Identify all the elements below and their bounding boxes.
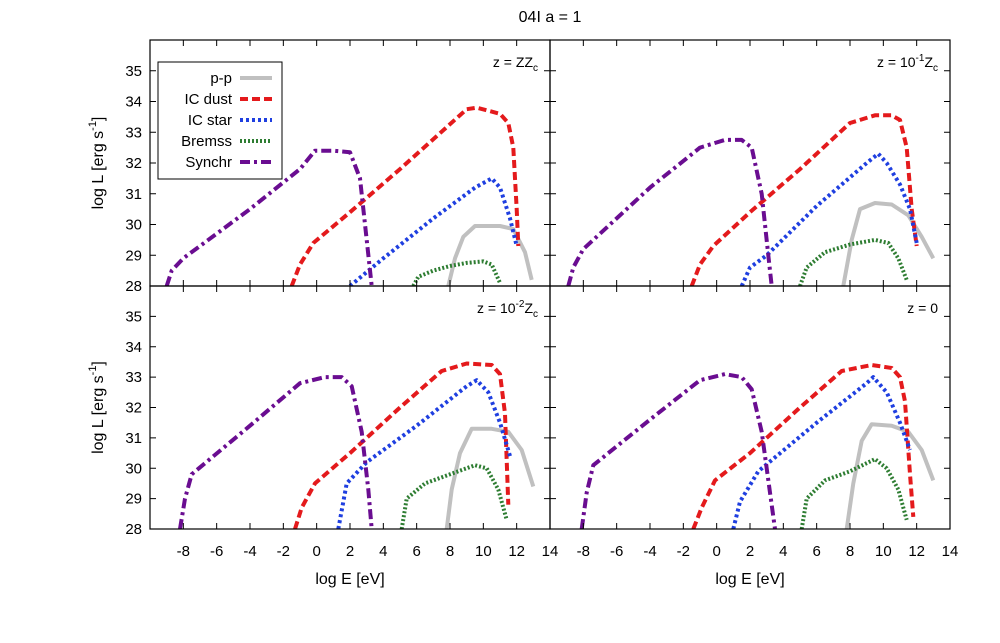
x-tick-label: 2 <box>746 543 754 560</box>
legend-label-bremss: Bremss <box>181 133 232 150</box>
x-tick-label: 12 <box>508 543 525 560</box>
series-line-p-p <box>444 426 536 529</box>
series-line-p-p <box>446 224 534 286</box>
series-line-bremss <box>799 457 909 529</box>
panel-top-right: z = 10-1Zc <box>549 39 951 287</box>
legend-label-ic-dust: IC dust <box>184 91 232 108</box>
series-line-ic-dust <box>689 113 919 286</box>
x-tick-label: 0 <box>712 543 720 560</box>
y-tick-label: 35 <box>125 308 142 325</box>
panel-annotation: z = 10-1Zc <box>877 53 938 74</box>
series-line-synchr <box>178 375 374 529</box>
plot-frame <box>549 285 951 530</box>
x-tick-label: -4 <box>243 543 256 560</box>
y-tick-label: 29 <box>125 247 142 264</box>
panel-annotation: z = 0 <box>907 300 938 316</box>
series-line-p-p <box>841 201 936 286</box>
x-tick-label: 10 <box>475 543 492 560</box>
x-tick-label: 12 <box>908 543 925 560</box>
x-tick-label: 6 <box>812 543 820 560</box>
series-line-ic-star <box>348 176 519 286</box>
panel-annotation: z = 10-2Zc <box>477 299 538 320</box>
series-line-ic-star <box>739 151 919 286</box>
x-tick-label: -2 <box>277 543 290 560</box>
x-tick-label: -6 <box>610 543 623 560</box>
x-tick-label: 10 <box>875 543 892 560</box>
y-tick-label: 32 <box>125 400 142 417</box>
plot-frame <box>149 285 551 530</box>
series-line-p-p <box>844 422 936 529</box>
x-tick-label: 2 <box>346 543 354 560</box>
y-tick-label: 28 <box>125 278 142 295</box>
x-tick-label: -4 <box>643 543 656 560</box>
y-axis-label: log L [erg s-1] <box>87 117 107 210</box>
y-tick-label: 30 <box>125 217 142 234</box>
legend-label-synchr: Synchr <box>185 154 232 171</box>
x-tick-label: 4 <box>779 543 787 560</box>
y-tick-label: 32 <box>125 155 142 172</box>
series-line-synchr <box>566 137 774 286</box>
x-tick-label: 8 <box>846 543 854 560</box>
y-tick-label: 34 <box>125 94 142 111</box>
x-tick-label: 14 <box>542 543 559 560</box>
x-tick-label: 6 <box>412 543 420 560</box>
x-tick-label: -2 <box>677 543 690 560</box>
series-line-ic-star <box>731 375 912 529</box>
series-line-ic-dust <box>293 361 511 529</box>
plot-frame <box>549 39 951 287</box>
y-tick-label: 29 <box>125 491 142 508</box>
y-tick-label: 28 <box>125 521 142 538</box>
x-tick-label: -6 <box>210 543 223 560</box>
series-line-synchr <box>579 372 777 529</box>
y-tick-label: 33 <box>125 369 142 386</box>
x-tick-label: 0 <box>312 543 320 560</box>
panel-annotation: z = ZZc <box>493 54 538 74</box>
y-tick-label: 31 <box>125 186 142 203</box>
figure-title: 04I a = 1 <box>519 9 582 26</box>
x-axis-label: log E [eV] <box>315 571 384 588</box>
legend-box <box>157 61 283 180</box>
series-line-ic-star <box>336 378 512 529</box>
panel-bottom-right: -8 -6 -4 -2 0 2 4 6 8 10 12 14 log E [eV] z = 0 <box>549 285 959 588</box>
y-tick-label: 31 <box>125 430 142 447</box>
y-axis-label: log L [erg s-1] <box>87 361 107 454</box>
series-line-bremss <box>798 237 909 286</box>
y-tick-label: 30 <box>125 460 142 477</box>
series-line-synchr <box>164 148 374 286</box>
series-line-bremss <box>399 463 509 529</box>
legend: p-p IC dust IC star Bremss Synchr <box>157 61 283 180</box>
panel-top-left: 35 34 33 32 31 30 29 28 log L [erg s-1] z = ZZc p-… <box>87 39 551 295</box>
x-tick-label: -8 <box>177 543 190 560</box>
series-line-bremss <box>411 259 502 286</box>
x-axis-label: log E [eV] <box>715 571 784 588</box>
series-line-ic-dust <box>691 363 916 529</box>
panel-bottom-left: 35 34 33 32 31 30 29 28 -8 -6 -4 -2 0 2 4 6 8 10 12 14 log L… <box>87 285 559 588</box>
y-tick-label: 33 <box>125 124 142 141</box>
x-tick-label: 8 <box>446 543 454 560</box>
y-tick-label: 34 <box>125 339 142 356</box>
series-line-ic-dust <box>289 105 521 286</box>
x-tick-label: 14 <box>942 543 959 560</box>
y-tick-label: 35 <box>125 63 142 80</box>
x-tick-label: 4 <box>379 543 387 560</box>
x-tick-label: -8 <box>577 543 590 560</box>
legend-label-ic-star: IC star <box>188 112 232 129</box>
legend-label-p-p: p-p <box>210 70 232 87</box>
